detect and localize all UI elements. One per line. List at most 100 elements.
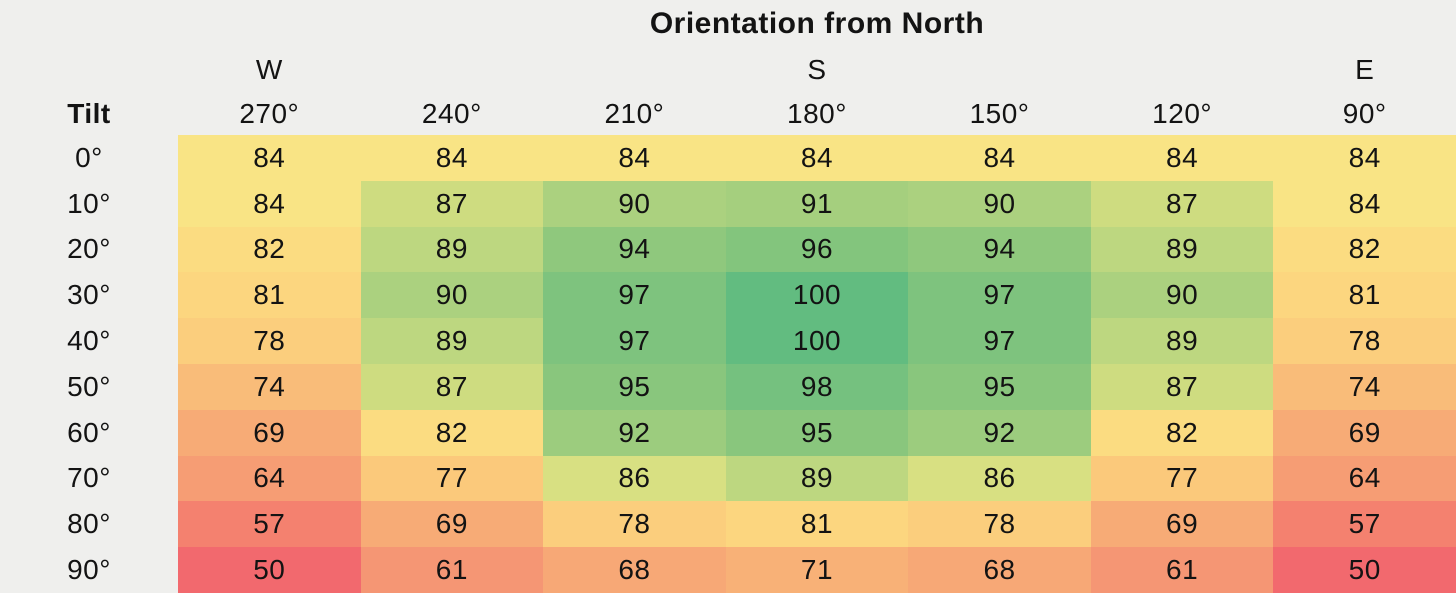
row-label: 50° xyxy=(67,370,111,402)
heatmap-cell: 82 xyxy=(178,226,361,273)
heatmap-cell: 100 xyxy=(725,272,909,319)
heatmap-cell: 92 xyxy=(543,409,726,456)
heatmap-cell: 84 xyxy=(178,135,361,181)
heatmap-cell: 78 xyxy=(1273,318,1456,364)
heatmap-cell: 94 xyxy=(908,226,1091,273)
heatmap-cell: 98 xyxy=(725,363,909,410)
heatmap-cell: 97 xyxy=(908,318,1091,364)
column-label: 270° xyxy=(239,97,300,129)
row-label: 40° xyxy=(67,325,111,357)
title-row-spacer xyxy=(0,0,178,48)
heatmap-cell: 69 xyxy=(178,409,361,456)
heatmap-cell: 84 xyxy=(360,135,544,181)
heatmap-cell: 77 xyxy=(1090,455,1274,502)
heatmap-cell: 90 xyxy=(360,272,544,319)
heatmap-row: 80° 57 69 78 81 78 69 57 xyxy=(0,501,1456,548)
row-cells: 82 89 94 96 94 89 82 xyxy=(178,226,1456,273)
column-header-row: Tilt 270° 240° 210° 180° 150° 120° 90° xyxy=(0,92,1456,135)
heatmap-cell: 97 xyxy=(543,318,726,364)
column-label: 90° xyxy=(1342,97,1387,129)
heatmap-cell: 92 xyxy=(908,409,1091,456)
title-row: Orientation from North xyxy=(0,0,1456,48)
heatmap-cell: 89 xyxy=(1090,318,1274,364)
row-label: 70° xyxy=(67,462,111,494)
heatmap-cell: 78 xyxy=(908,501,1091,548)
heatmap-cell: 82 xyxy=(360,409,544,456)
column-label: 150° xyxy=(969,97,1030,129)
heatmap-cell: 68 xyxy=(908,547,1091,593)
heatmap-cell: 69 xyxy=(1273,409,1456,456)
heatmap-row: 60° 69 82 92 95 92 82 69 xyxy=(0,409,1456,456)
heatmap-cell: 89 xyxy=(360,318,544,364)
heatmap-cell: 89 xyxy=(725,455,909,502)
heatmap-cell: 100 xyxy=(725,318,909,364)
row-cells: 64 77 86 89 86 77 64 xyxy=(178,455,1456,502)
heatmap-cell: 90 xyxy=(908,180,1091,227)
heatmap-cell: 89 xyxy=(360,226,544,273)
heatmap-cell: 91 xyxy=(725,180,909,227)
direction-row-spacer xyxy=(0,48,178,92)
heatmap-cell: 64 xyxy=(1273,455,1456,502)
heatmap-cell: 50 xyxy=(1273,547,1456,593)
heatmap-cell: 81 xyxy=(725,501,909,548)
heatmap-cell: 74 xyxy=(178,363,361,410)
column-header-cells: 270° 240° 210° 180° 150° 120° 90° xyxy=(178,92,1456,135)
heatmap-cell: 87 xyxy=(360,363,544,410)
heatmap-cell: 97 xyxy=(908,272,1091,319)
row-cells: 84 84 84 84 84 84 84 xyxy=(178,135,1456,181)
direction-label: E xyxy=(1355,54,1375,85)
heatmap-body: 0° 84 84 84 84 84 84 84 10° 84 87 90 91 90 87 84 20° 82 89… xyxy=(0,135,1456,593)
heatmap-cell: 95 xyxy=(543,363,726,410)
column-label: 210° xyxy=(604,97,665,129)
heatmap-cell: 61 xyxy=(1090,547,1274,593)
heatmap-row: 70° 64 77 86 89 86 77 64 xyxy=(0,455,1456,502)
heatmap-cell: 69 xyxy=(1090,501,1274,548)
column-label: 120° xyxy=(1152,97,1213,129)
heatmap-cell: 87 xyxy=(1090,180,1274,227)
heatmap-cell: 90 xyxy=(543,180,726,227)
heatmap-cell: 57 xyxy=(178,501,361,548)
column-label: 240° xyxy=(421,97,482,129)
heatmap-row: 30° 81 90 97 100 97 90 81 xyxy=(0,272,1456,319)
heatmap-cell: 84 xyxy=(1090,135,1274,181)
heatmap-cell: 89 xyxy=(1090,226,1274,273)
heatmap-cell: 68 xyxy=(543,547,726,593)
row-label: 90° xyxy=(67,554,111,586)
direction-label: W xyxy=(255,54,283,85)
row-cells: 69 82 92 95 92 82 69 xyxy=(178,409,1456,456)
heatmap-cell: 57 xyxy=(1273,501,1456,548)
row-label: 60° xyxy=(67,416,111,448)
heatmap-cell: 87 xyxy=(360,180,544,227)
heatmap-cell: 81 xyxy=(178,272,361,319)
row-cells: 74 87 95 98 95 87 74 xyxy=(178,363,1456,410)
heatmap-cell: 71 xyxy=(725,547,909,593)
direction-label: S xyxy=(807,54,827,85)
heatmap-row: 50° 74 87 95 98 95 87 74 xyxy=(0,363,1456,410)
heatmap-row: 20° 82 89 94 96 94 89 82 xyxy=(0,226,1456,273)
row-cells: 78 89 97 100 97 89 78 xyxy=(178,318,1456,364)
row-label: 30° xyxy=(67,279,111,311)
direction-label xyxy=(908,48,1091,92)
row-label: 20° xyxy=(67,233,111,265)
heatmap-cell: 86 xyxy=(908,455,1091,502)
heatmap-cell: 84 xyxy=(178,180,361,227)
heatmap-cell: 86 xyxy=(543,455,726,502)
row-label: 0° xyxy=(75,141,103,173)
heatmap-row: 40° 78 89 97 100 97 89 78 xyxy=(0,318,1456,364)
heatmap-cell: 94 xyxy=(543,226,726,273)
heatmap-cell: 84 xyxy=(725,135,909,181)
heatmap-cell: 61 xyxy=(360,547,544,593)
heatmap-cell: 84 xyxy=(908,135,1091,181)
row-label: 80° xyxy=(67,508,111,540)
heatmap-row: 10° 84 87 90 91 90 87 84 xyxy=(0,180,1456,227)
heatmap-cell: 82 xyxy=(1273,226,1456,273)
row-cells: 81 90 97 100 97 90 81 xyxy=(178,272,1456,319)
direction-label xyxy=(543,48,726,92)
heatmap-cell: 97 xyxy=(543,272,726,319)
column-label: 180° xyxy=(787,97,847,129)
heatmap-row: 90° 50 61 68 71 68 61 50 xyxy=(0,547,1456,593)
heatmap-row: 0° 84 84 84 84 84 84 84 xyxy=(0,135,1456,181)
heatmap-cell: 82 xyxy=(1090,409,1274,456)
